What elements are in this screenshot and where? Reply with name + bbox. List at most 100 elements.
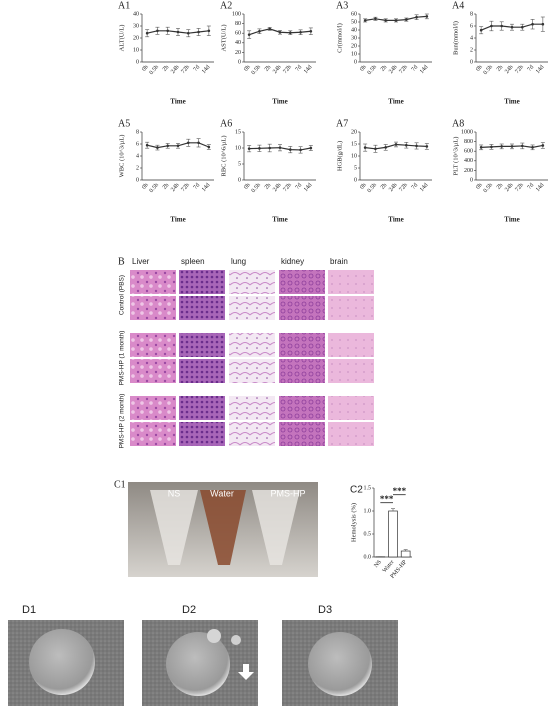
- column-label: spleen: [181, 257, 205, 266]
- row-label: PMS-HP (1 month): [119, 331, 126, 386]
- x-tick-label: 0.5h: [483, 182, 494, 194]
- x-tick-label: 14d: [419, 182, 429, 193]
- point: [490, 145, 493, 149]
- micrograph: [130, 396, 176, 420]
- point: [404, 143, 408, 147]
- x-tick-label: 72h: [514, 182, 524, 193]
- y-tick-label: 8: [136, 129, 139, 135]
- micrograph: [279, 333, 325, 357]
- micrograph: [130, 333, 176, 357]
- y-tick-label: 400: [464, 158, 473, 164]
- x-tick-label: 2h: [496, 64, 504, 72]
- x-tick-label: 24h: [170, 182, 180, 193]
- y-axis-label: Hemolysis (%): [350, 503, 357, 542]
- point: [278, 146, 282, 149]
- x-tick-label: 0h: [243, 64, 251, 72]
- x-tick-label: 2h: [162, 182, 170, 190]
- x-axis-label: Time: [170, 98, 185, 106]
- point: [531, 22, 534, 26]
- point: [156, 146, 159, 149]
- point: [394, 143, 398, 146]
- sem-panels: D1 D2 D3: [8, 604, 398, 706]
- point: [309, 146, 313, 150]
- point: [186, 31, 190, 35]
- y-tick-label: 0: [470, 177, 473, 183]
- micrograph: [328, 422, 374, 446]
- micrograph: [179, 270, 225, 294]
- error-bar: [403, 549, 408, 552]
- x-tick-label: 2h: [162, 64, 170, 72]
- tube: [150, 490, 198, 565]
- x-tick-label: 2h: [496, 182, 504, 190]
- y-tick-label: 6: [470, 23, 473, 29]
- x-tick-label: NS: [373, 559, 383, 569]
- micrograph: [229, 422, 275, 446]
- bar: [388, 510, 398, 558]
- x-tick-label: 24h: [272, 182, 282, 193]
- x-tick-label: 7d: [411, 64, 419, 72]
- micrograph: [328, 270, 374, 294]
- x-tick-label: 24h: [504, 182, 514, 193]
- panel-label: A3: [336, 0, 348, 11]
- x-tick-label: 0.5h: [149, 182, 160, 194]
- tube: [200, 490, 246, 565]
- point: [541, 22, 545, 26]
- x-tick-label: 0h: [475, 64, 483, 72]
- panel-label: A1: [118, 0, 130, 11]
- y-tick-label: 0.0: [364, 554, 372, 560]
- y-tick-label: 0: [136, 177, 139, 183]
- x-tick-label: 2h: [380, 64, 388, 72]
- y-tick-label: 0: [136, 59, 139, 65]
- y-tick-label: 0: [238, 59, 241, 65]
- micrograph: [229, 296, 275, 320]
- x-tick-label: 0h: [475, 182, 483, 190]
- y-tick-label: 800: [464, 139, 473, 145]
- x-tick-label: 2h: [264, 64, 272, 72]
- point: [510, 25, 514, 29]
- point: [520, 25, 524, 29]
- point: [384, 146, 388, 149]
- bar: [400, 550, 411, 558]
- panel-label: A7: [336, 118, 348, 129]
- x-tick-label: 0.5h: [367, 182, 378, 194]
- point: [404, 18, 408, 21]
- y-tick-label: 1.0: [364, 508, 372, 514]
- point: [247, 147, 251, 150]
- point: [166, 29, 170, 33]
- micrograph: [279, 422, 325, 446]
- x-tick-label: 72h: [180, 182, 190, 193]
- x-tick-label: 14d: [201, 182, 211, 193]
- point: [186, 141, 190, 145]
- tube: [252, 490, 300, 565]
- point: [247, 33, 251, 36]
- micrograph: [328, 359, 374, 383]
- x-axis-label: Time: [272, 98, 287, 106]
- micrograph: [179, 359, 225, 383]
- x-tick-label: 24h: [170, 64, 180, 75]
- y-tick-label: 1.5: [364, 485, 372, 491]
- point: [374, 17, 377, 21]
- y-tick-label: 200: [464, 168, 473, 174]
- y-axis-label: AST(U/L): [220, 24, 227, 51]
- x-tick-label: 0.5h: [483, 64, 494, 76]
- panel-label: A2: [220, 0, 232, 11]
- panel-label: C2: [350, 485, 363, 496]
- cell: [29, 629, 95, 695]
- x-tick-label: 14d: [535, 182, 545, 193]
- column-label: kidney: [281, 257, 304, 266]
- error-bar: [391, 508, 395, 511]
- y-tick-label: 80: [235, 21, 241, 27]
- y-tick-label: 10: [351, 153, 357, 159]
- x-axis-label: Time: [504, 216, 519, 224]
- particle: [207, 629, 221, 643]
- y-tick-label: 60: [235, 31, 241, 37]
- column-label: Liver: [132, 257, 150, 266]
- point: [268, 27, 272, 31]
- y-tick-label: 20: [351, 43, 357, 49]
- y-axis-label: WBC (10^3/μL): [118, 135, 125, 178]
- x-tick-label: 7d: [295, 64, 303, 72]
- y-tick-label: 6: [136, 141, 139, 147]
- x-tick-label: 2h: [264, 182, 272, 190]
- point: [299, 30, 302, 34]
